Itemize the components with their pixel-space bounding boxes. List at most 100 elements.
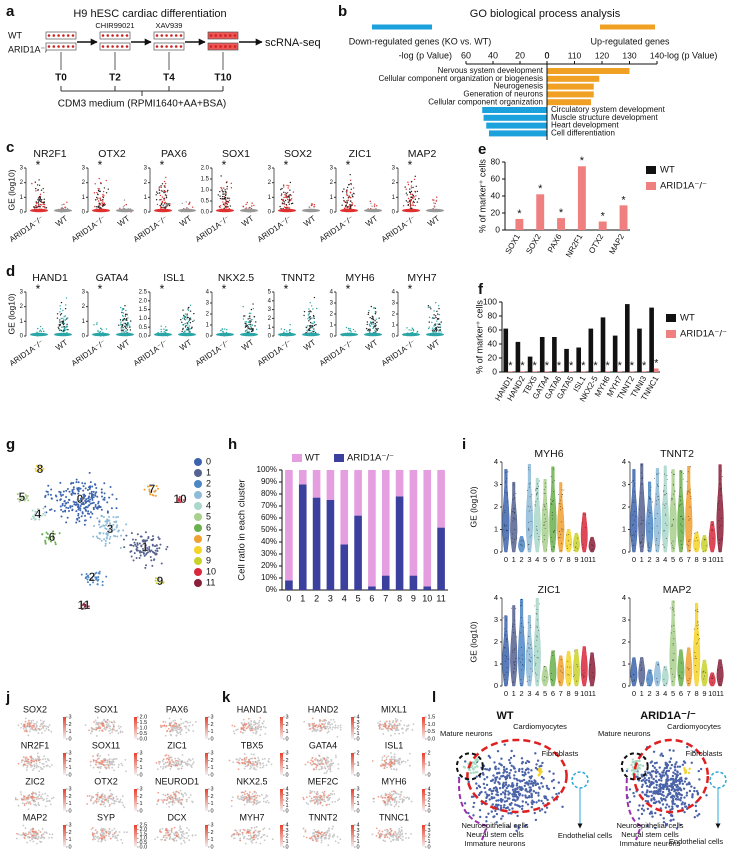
cell-dot bbox=[577, 537, 579, 539]
cell-dot bbox=[98, 572, 101, 575]
cell-dot bbox=[123, 199, 126, 201]
cell-dot bbox=[174, 725, 177, 728]
cell-dot bbox=[64, 307, 67, 310]
cell-dot bbox=[536, 608, 538, 610]
cell-dot bbox=[48, 729, 50, 732]
cell-dot bbox=[514, 619, 516, 621]
cell-dot bbox=[390, 734, 392, 737]
cell-dot bbox=[42, 206, 44, 208]
cell-dot bbox=[96, 754, 99, 757]
cell-dot bbox=[312, 308, 314, 310]
cell-dot bbox=[121, 801, 124, 804]
cell-dot bbox=[105, 798, 108, 801]
cell-dot bbox=[410, 196, 413, 198]
cell-dot bbox=[29, 839, 32, 842]
cell-dot bbox=[155, 544, 158, 547]
cell-dot bbox=[36, 832, 39, 835]
y-tick-label: 0 bbox=[622, 547, 626, 556]
cell-dot bbox=[503, 525, 505, 527]
bar bbox=[637, 328, 642, 372]
y-tick-label: 1 bbox=[268, 195, 272, 201]
cell-dot bbox=[283, 203, 285, 205]
y-tick-label: 1.5 bbox=[139, 307, 148, 313]
cell-dot bbox=[173, 764, 176, 767]
bar bbox=[588, 328, 594, 372]
cell bbox=[71, 45, 75, 48]
cell-dot bbox=[102, 200, 104, 202]
cell-dot bbox=[305, 326, 307, 329]
cell-dot bbox=[671, 524, 673, 526]
cell-dot bbox=[181, 330, 183, 333]
cell-dot bbox=[222, 203, 225, 206]
cell-dot bbox=[122, 315, 124, 318]
cell-dot bbox=[249, 725, 252, 728]
bar bbox=[515, 218, 524, 230]
cell-dot bbox=[113, 763, 116, 766]
cell-dot bbox=[114, 835, 117, 837]
cell-dot bbox=[654, 518, 656, 520]
cell-dot bbox=[95, 759, 98, 762]
cell-dot bbox=[250, 727, 253, 730]
colorbar-label: 1.5 bbox=[140, 720, 148, 726]
cell-dot bbox=[81, 604, 84, 607]
cell-dot bbox=[103, 802, 106, 804]
cell bbox=[120, 34, 124, 37]
cell-dot bbox=[144, 566, 147, 569]
cell-dot bbox=[133, 552, 136, 555]
cell-dot bbox=[94, 829, 97, 832]
cell-dot bbox=[43, 198, 45, 200]
cell-dot bbox=[171, 725, 174, 728]
cell-dot bbox=[262, 720, 265, 723]
cell bbox=[52, 34, 56, 37]
cell-dot bbox=[189, 310, 192, 312]
cell-dot bbox=[122, 318, 125, 320]
cell-dot bbox=[289, 323, 291, 326]
cell-dot bbox=[221, 189, 223, 191]
y-axis-label: GE (log10) bbox=[6, 169, 16, 210]
cell-dot bbox=[75, 510, 78, 513]
legend-label: Down-regulated genes (KO vs. WT) bbox=[349, 36, 492, 46]
cell-dot bbox=[641, 523, 643, 525]
cell-dot bbox=[527, 521, 529, 523]
cell-dot bbox=[174, 763, 177, 766]
cell-dot bbox=[412, 194, 415, 197]
cell-dot bbox=[412, 200, 415, 203]
cell-dot bbox=[394, 732, 396, 735]
cell-dot bbox=[686, 543, 688, 545]
cell-dot bbox=[529, 506, 531, 508]
cell-dot bbox=[303, 314, 305, 317]
cell-dot bbox=[176, 726, 179, 729]
cell-dot bbox=[536, 483, 538, 485]
cell-dot bbox=[248, 724, 251, 727]
cell-dot bbox=[35, 722, 37, 725]
cell-dot bbox=[312, 727, 315, 730]
cell-dot bbox=[412, 723, 415, 726]
y-tick-label: 30% bbox=[261, 549, 277, 558]
cell-dot bbox=[241, 761, 243, 764]
cell-dot bbox=[640, 664, 642, 666]
cell-dot bbox=[378, 317, 380, 319]
cell-dot bbox=[178, 792, 181, 794]
cell-dot bbox=[43, 765, 45, 768]
cell-dot bbox=[334, 724, 337, 727]
cell-dot bbox=[71, 490, 74, 493]
cell-dot bbox=[505, 685, 507, 687]
cell-dot bbox=[54, 543, 57, 546]
cell-dot bbox=[184, 762, 187, 765]
bar-segment bbox=[298, 484, 307, 590]
cell-dot bbox=[559, 531, 561, 533]
category-label: Cell differentiation bbox=[551, 129, 615, 138]
cell-dot bbox=[174, 797, 177, 800]
cell-dot bbox=[382, 723, 384, 726]
cell-dot bbox=[101, 835, 103, 838]
cell-dot bbox=[558, 537, 560, 539]
cell-dot bbox=[504, 660, 506, 662]
cell-dot bbox=[410, 199, 413, 201]
cluster-label: 2 bbox=[89, 570, 96, 584]
cell-dot bbox=[62, 510, 65, 513]
colorbar-label: 2 bbox=[69, 794, 72, 800]
cell-dot bbox=[696, 531, 698, 533]
cell-dot bbox=[98, 519, 101, 522]
cell-dot bbox=[582, 677, 584, 679]
y-axis-label: Cell ratio in each cluster bbox=[237, 479, 248, 580]
